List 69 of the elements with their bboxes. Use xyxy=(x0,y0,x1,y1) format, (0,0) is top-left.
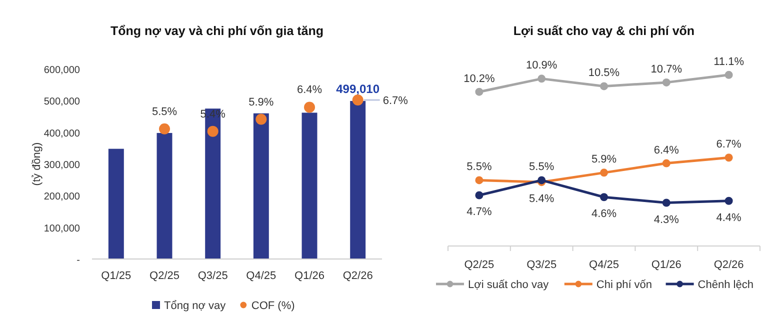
data-label: 4.3% xyxy=(654,214,680,226)
data-label: 4.6% xyxy=(591,208,617,220)
data-label: 4.4% xyxy=(716,212,742,224)
x-tick-label: Q2/26 xyxy=(342,270,373,282)
data-label: 6.4% xyxy=(296,84,322,96)
chart-title: Tổng nợ vay và chi phí vốn gia tăng xyxy=(110,24,324,38)
bar xyxy=(108,148,124,259)
bar xyxy=(156,132,172,259)
y-tick-label: - xyxy=(76,255,80,266)
x-tick-label: Q2/25 xyxy=(150,270,180,282)
point xyxy=(600,193,608,202)
point xyxy=(724,196,733,205)
y-tick-label: 600,000 xyxy=(44,65,80,76)
y-tick-label: 200,000 xyxy=(44,192,80,203)
x-tick-label: Q1/26 xyxy=(651,259,682,271)
data-label: 5.9% xyxy=(248,96,274,108)
bar xyxy=(302,112,318,259)
point xyxy=(662,198,670,207)
point xyxy=(538,74,546,83)
data-label: 6.7% xyxy=(382,94,408,107)
data-label: 5.5% xyxy=(529,161,554,174)
data-label: 10.9% xyxy=(526,60,558,72)
point xyxy=(304,102,315,113)
data-label: 10.2% xyxy=(464,72,496,85)
point xyxy=(475,191,484,200)
point xyxy=(600,168,608,177)
x-tick-label: Q4/25 xyxy=(246,270,276,282)
x-tick-label: Q3/25 xyxy=(198,270,228,282)
point xyxy=(662,78,670,86)
data-label: 5.9% xyxy=(591,154,617,166)
x-tick-label: Q2/26 xyxy=(714,259,744,271)
legend-label: Lợi suất cho vay xyxy=(468,279,550,291)
bar xyxy=(350,100,366,259)
point xyxy=(159,123,170,134)
point xyxy=(662,159,670,168)
legend-label: COF (%) xyxy=(251,300,295,312)
point xyxy=(724,70,733,79)
x-tick-label: Q3/25 xyxy=(526,259,557,271)
x-tick-label: Q1/26 xyxy=(294,270,324,282)
y-tick-label: 500,000 xyxy=(44,96,80,108)
data-label: 10.7% xyxy=(650,63,682,76)
data-label: 5.5% xyxy=(152,106,178,118)
data-label: 11.1% xyxy=(714,56,744,68)
data-label: 6.7% xyxy=(716,138,742,151)
y-axis-title: (tỷ đồng) xyxy=(31,142,43,186)
chart-title: Lợi suất cho vay & chi phí vốn xyxy=(513,24,695,38)
point xyxy=(207,126,218,137)
x-tick-label: Q1/25 xyxy=(101,270,132,282)
point xyxy=(724,154,733,162)
y-tick-label: 300,000 xyxy=(44,160,80,171)
point xyxy=(352,94,364,106)
legend-label: Chênh lệch xyxy=(698,279,754,291)
data-label: 6.4% xyxy=(654,144,680,156)
point xyxy=(600,82,608,90)
x-tick-label: Q4/25 xyxy=(589,259,619,271)
point xyxy=(256,114,267,125)
data-label: 4.7% xyxy=(466,206,492,218)
point xyxy=(475,88,484,96)
point xyxy=(475,176,484,184)
y-tick-label: 100,000 xyxy=(44,223,80,234)
legend-label: Tổng nợ vay xyxy=(164,300,226,312)
x-tick-label: Q2/25 xyxy=(464,259,494,271)
legend-label: Chi phí vốn xyxy=(596,279,652,291)
bar xyxy=(253,113,269,259)
data-label: 5.4% xyxy=(529,193,554,206)
data-label: 10.5% xyxy=(588,67,620,80)
data-label: 499,010 xyxy=(336,82,380,96)
data-label: 5.5% xyxy=(466,161,492,174)
y-tick-label: 400,000 xyxy=(44,128,80,140)
